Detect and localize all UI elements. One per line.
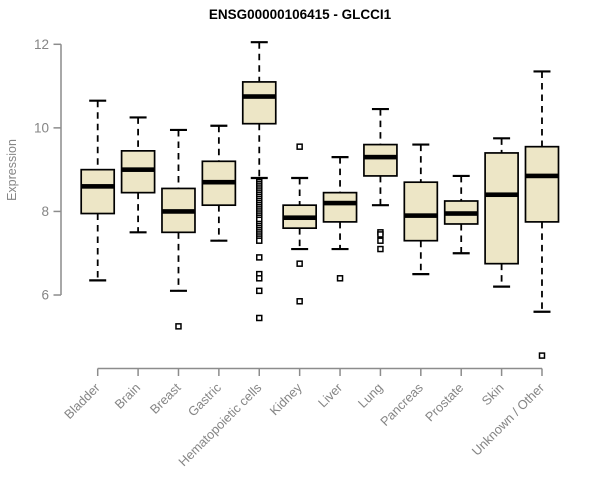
iqr-box [484, 152, 519, 265]
boxplot-group-bladder [80, 99, 116, 282]
outlier-point [256, 287, 263, 295]
x-tick-label-liver: Liver [315, 380, 346, 411]
boxplot-group-gastric [201, 124, 237, 242]
iqr-box [403, 181, 439, 242]
median-line [81, 184, 115, 189]
outlier-point [296, 143, 303, 150]
boxplot-group-skin [484, 137, 519, 288]
outlier-point [377, 237, 384, 244]
x-tick-label-prostate: Prostate [422, 380, 466, 424]
median-line [121, 167, 155, 172]
outlier-point [296, 260, 303, 267]
outlier-point [336, 275, 344, 282]
iqr-box [322, 191, 358, 223]
iqr-box [363, 143, 398, 177]
x-tick-label-kidney: Kidney [266, 380, 305, 419]
plot-area: 6 8 10 12 Bladder Brain Breast GastricHematopoi… [34, 37, 560, 469]
boxplot-group-liver [322, 156, 358, 282]
median-line [161, 209, 195, 214]
median-line [242, 94, 276, 99]
boxplot-group-breast [161, 128, 196, 330]
y-axis: 6 8 10 12 [34, 37, 62, 303]
y-tick-label: 12 [34, 37, 49, 52]
median-line [202, 179, 236, 185]
outlier-point [256, 314, 263, 322]
chart-title: ENSG00000106415 - GLCCI1 [209, 7, 392, 22]
median-line [485, 192, 519, 198]
median-line [283, 215, 317, 221]
boxplot-group-hematopoietic-cells [241, 41, 277, 322]
boxplot-group-pancreas [403, 143, 439, 276]
median-line [444, 211, 478, 216]
outlier-point [256, 237, 263, 244]
x-tick-label-pancreas: Pancreas [377, 380, 426, 429]
median-line [363, 154, 397, 160]
boxplot-group-kidney [282, 143, 317, 305]
boxplot-group-brain [120, 116, 156, 234]
outlier-point [256, 275, 263, 282]
y-tick-label: 10 [34, 120, 49, 135]
x-tick-label-breast: Breast [147, 380, 184, 417]
median-line [404, 213, 438, 218]
x-tick-label-unknown-other: Unknown / Other [469, 380, 548, 459]
iqr-box [80, 168, 116, 215]
boxplot-group-prostate [443, 174, 479, 255]
median-line [323, 200, 357, 206]
outlier-point [256, 254, 263, 261]
y-tick-label: 8 [41, 204, 49, 219]
outlier-point [377, 231, 384, 238]
boxplot-group-lung [363, 107, 398, 253]
x-tick-label-brain: Brain [111, 380, 143, 412]
y-tick-label: 6 [41, 288, 49, 303]
x-tick-label-skin: Skin [479, 380, 507, 408]
x-tick-label-lung: Lung [355, 380, 386, 411]
outlier-point [538, 352, 546, 359]
x-tick-label-bladder: Bladder [61, 379, 103, 421]
boxplot-group-unknown-other [524, 70, 560, 359]
iqr-box [241, 81, 277, 125]
x-tick-label-gastric: Gastric [185, 380, 225, 420]
outlier-point [175, 323, 182, 330]
iqr-box [524, 145, 560, 223]
median-line [525, 173, 559, 179]
y-axis-label: Expression [5, 139, 19, 201]
outlier-point [296, 298, 303, 305]
outlier-point [377, 245, 384, 253]
